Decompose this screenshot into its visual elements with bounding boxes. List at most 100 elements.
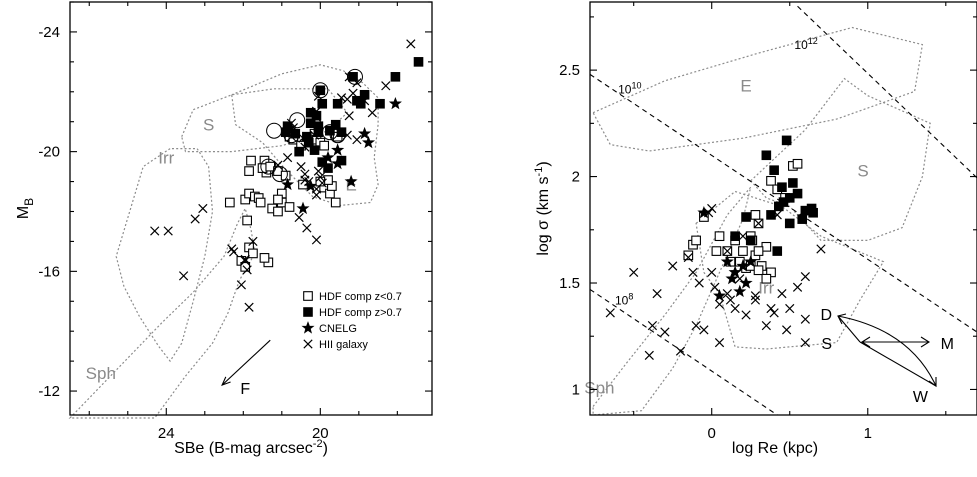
data-point: [722, 289, 732, 299]
data-point: [248, 236, 258, 247]
data-point: [388, 96, 402, 110]
data-point: [281, 177, 295, 191]
region-e: [231, 64, 379, 207]
series-open-square: [224, 125, 343, 272]
y-tick-label: -16: [38, 263, 60, 280]
series-filled-square: [280, 57, 424, 173]
circled-point-marker: [260, 158, 277, 175]
data-point: [792, 282, 803, 292]
y-axis-label-main: log σ (km s: [535, 176, 552, 255]
data-point: [806, 203, 817, 214]
data-point: [284, 202, 295, 212]
vector-arrowhead: [860, 336, 871, 348]
data-point: [712, 288, 727, 302]
data-point: [236, 280, 246, 290]
data-point: [352, 78, 362, 88]
data-point: [777, 289, 787, 299]
mass-guide-label-exp: 8: [628, 291, 633, 301]
data-point: [738, 246, 748, 256]
data-point: [244, 302, 254, 312]
y-tick-label: -20: [38, 144, 60, 161]
y-tick-label: -24: [38, 24, 60, 41]
data-point: [309, 130, 320, 140]
data-point: [300, 175, 310, 185]
x-axis-label-main: SBe (B-mag arcsec: [174, 440, 313, 457]
data-point: [785, 303, 795, 314]
data-point: [781, 135, 792, 146]
y-tick-label: 2.5: [559, 62, 580, 79]
mass-guide-label-exp: 12: [808, 36, 818, 46]
y-tick-label: 2: [572, 169, 580, 186]
data-point: [244, 166, 254, 176]
data-point: [317, 157, 328, 167]
circled-point-marker: [312, 82, 329, 99]
data-point: [282, 152, 293, 163]
data-point: [761, 150, 772, 161]
data-point: [668, 261, 678, 271]
vector-arrow: [859, 341, 937, 387]
region-label: S: [203, 116, 214, 135]
y-tick-label: -12: [38, 383, 60, 400]
legend-symbol: [303, 291, 313, 301]
data-point: [317, 178, 327, 188]
data-point: [725, 295, 736, 305]
data-point: [714, 231, 725, 242]
data-point: [178, 271, 189, 281]
data-point: [413, 57, 424, 67]
legend-symbol: [303, 307, 313, 317]
data-point: [321, 150, 335, 164]
mass-guide-label: 108: [615, 291, 633, 307]
data-point: [697, 205, 711, 219]
data-point: [699, 325, 709, 335]
region-irr: [695, 190, 885, 350]
mass-guide-label-base: 10: [615, 293, 629, 307]
region-e: [592, 26, 924, 152]
data-point: [323, 163, 333, 173]
circled-point-marker: [271, 166, 288, 183]
legend-symbol: [301, 321, 315, 334]
data-point: [750, 291, 761, 301]
data-point: [745, 235, 756, 246]
data-point: [150, 226, 160, 236]
data-point: [644, 350, 654, 361]
data-point: [675, 346, 686, 356]
data-point: [800, 337, 810, 348]
data-point: [406, 39, 416, 49]
data-point: [722, 246, 732, 256]
data-point: [311, 112, 322, 122]
data-point: [311, 190, 322, 200]
data-point: [629, 267, 639, 277]
data-point: [296, 161, 306, 172]
data-point: [738, 231, 748, 241]
data-point: [313, 166, 324, 176]
vector-label: M: [941, 336, 954, 353]
x-axis-label-end: ): [323, 440, 328, 457]
data-point: [311, 235, 322, 245]
data-point: [691, 320, 701, 331]
data-point: [336, 93, 347, 103]
data-point: [725, 271, 739, 285]
data-point: [710, 282, 720, 292]
data-point: [319, 140, 330, 151]
region-s: [181, 88, 349, 153]
data-point: [367, 108, 377, 118]
fading-arrow-label: F: [240, 381, 250, 398]
circled-point-marker: [321, 124, 338, 141]
data-point: [332, 98, 343, 109]
data-point: [683, 250, 694, 261]
y-axis-label-end: ): [535, 161, 552, 166]
data-point: [163, 226, 173, 236]
x-axis-label-exp: -2: [313, 438, 323, 450]
data-point: [605, 308, 615, 318]
data-point: [352, 135, 362, 145]
data-point: [344, 111, 354, 121]
data-point: [242, 265, 252, 275]
data-point: [330, 197, 341, 208]
data-point: [240, 256, 250, 266]
data-point: [342, 94, 352, 104]
data-point: [280, 170, 291, 181]
legend-label: CNELG: [319, 323, 357, 335]
data-point: [381, 81, 391, 91]
vector-arrowhead: [920, 336, 931, 348]
